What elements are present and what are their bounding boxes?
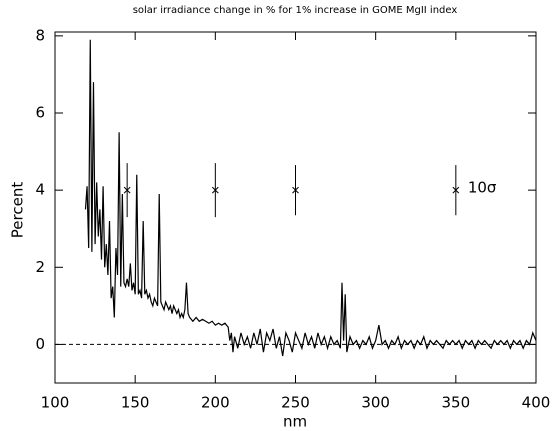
y-tick-label: 8 — [35, 26, 45, 44]
error-marker — [211, 186, 219, 194]
x-tick-label: 100 — [41, 394, 70, 412]
chart-title: solar irradiance change in % for 1% incr… — [133, 5, 458, 16]
x-tick-label: 150 — [121, 394, 150, 412]
x-axis-label: nm — [283, 413, 307, 431]
y-axis-label: Percent — [9, 182, 27, 239]
y-tick-label: 4 — [35, 181, 45, 199]
annotation: 10σ — [468, 179, 497, 197]
x-tick-label: 250 — [281, 394, 310, 412]
x-tick-label: 200 — [201, 394, 230, 412]
x-tick-label: 400 — [522, 394, 551, 412]
y-tick-label: 0 — [35, 335, 45, 353]
error-marker — [292, 186, 299, 194]
error-marker — [123, 186, 131, 194]
x-tick-label: 350 — [442, 394, 471, 412]
y-tick-label: 2 — [35, 258, 45, 276]
spectrum-line — [84, 39, 537, 357]
error-marker — [452, 186, 460, 194]
y-tick-label: 6 — [35, 104, 45, 122]
x-tick-label: 300 — [361, 394, 390, 412]
